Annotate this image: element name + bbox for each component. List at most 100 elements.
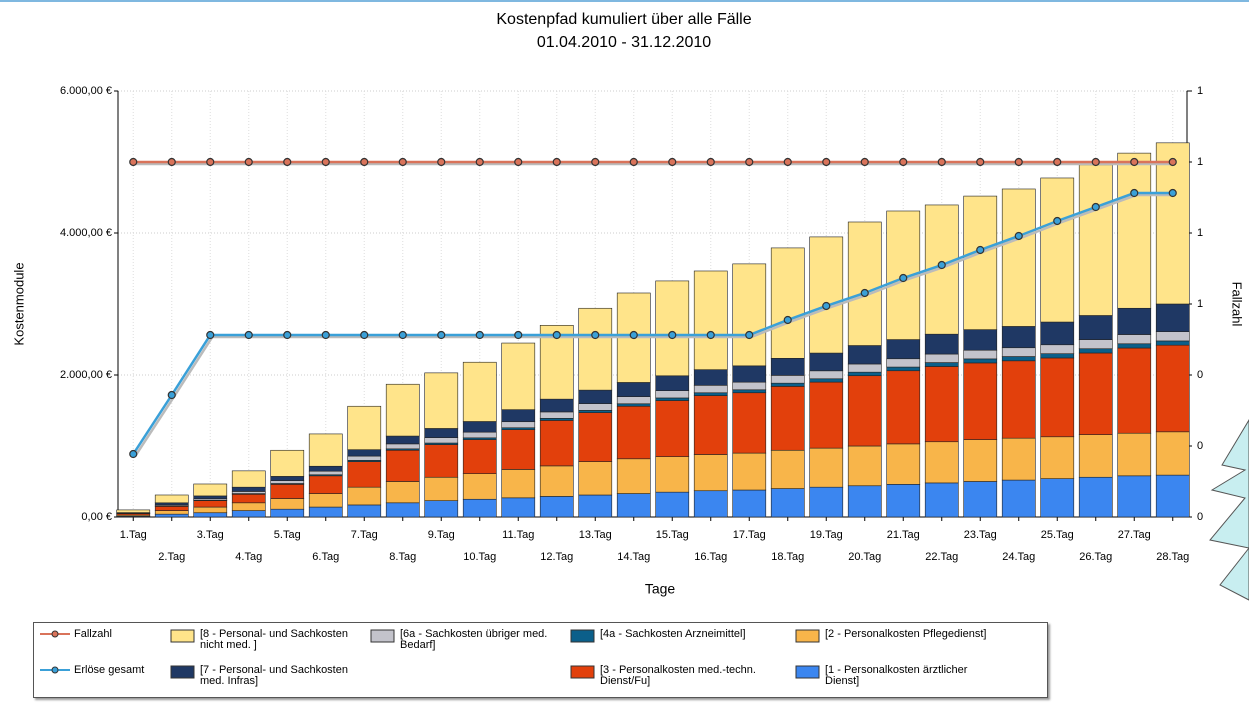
line-marker bbox=[1169, 159, 1176, 166]
line-marker bbox=[284, 159, 291, 166]
y2-tick-label: 1 bbox=[1197, 298, 1203, 310]
y-tick-label: 6.000,00 € bbox=[60, 85, 112, 97]
bar-segment bbox=[1002, 348, 1035, 357]
bar-segment bbox=[1156, 475, 1189, 517]
bar-segment bbox=[1118, 433, 1151, 476]
legend-label: [2 - Personalkosten Pflegedienst] bbox=[825, 629, 995, 640]
bar-segment bbox=[579, 404, 612, 411]
bar-segment bbox=[309, 434, 342, 466]
bar-segment bbox=[425, 477, 458, 500]
bar-segment bbox=[1118, 308, 1151, 334]
legend-swatch bbox=[795, 629, 821, 643]
x-tick-label: 27.Tag bbox=[1118, 529, 1151, 541]
line-marker bbox=[900, 275, 907, 282]
y2-tick-label: 1 bbox=[1197, 85, 1203, 97]
legend-label: Erlöse gesamt bbox=[74, 665, 164, 676]
bar-segment bbox=[386, 482, 419, 503]
line-marker bbox=[630, 159, 637, 166]
line-marker bbox=[245, 332, 252, 339]
line-marker bbox=[284, 332, 291, 339]
x-tick-label: 12.Tag bbox=[540, 551, 573, 563]
legend-swatch bbox=[170, 629, 196, 643]
bar-segment bbox=[194, 484, 227, 496]
bar-segment bbox=[309, 471, 342, 475]
bar-segment bbox=[579, 462, 612, 495]
line-marker bbox=[322, 159, 329, 166]
bar-segment bbox=[1002, 326, 1035, 347]
bar-segment bbox=[1079, 435, 1112, 478]
bar-segment bbox=[540, 496, 573, 517]
bar-segment bbox=[425, 501, 458, 517]
y2-tick-label: 0 bbox=[1197, 440, 1203, 452]
bar-segment bbox=[155, 511, 188, 515]
x-axis-label: Tage bbox=[645, 581, 676, 597]
x-tick-label: 10.Tag bbox=[463, 551, 496, 563]
bar-segment bbox=[579, 413, 612, 462]
line-marker bbox=[900, 159, 907, 166]
bar-segment bbox=[964, 482, 997, 518]
bar-segment bbox=[694, 393, 727, 396]
legend-swatch bbox=[40, 665, 70, 675]
legend-item: [7 - Personal- und Sachkosten med. Infra… bbox=[170, 665, 370, 701]
legend-rect bbox=[171, 666, 194, 678]
line-marker bbox=[438, 332, 445, 339]
x-tick-label: 28.Tag bbox=[1156, 551, 1189, 563]
bar-segment bbox=[309, 466, 342, 471]
line-marker bbox=[746, 159, 753, 166]
bar-segment bbox=[733, 390, 766, 393]
line-marker bbox=[130, 159, 137, 166]
bar-segment bbox=[1079, 353, 1112, 435]
bar-segment bbox=[848, 446, 881, 486]
line-marker bbox=[669, 159, 676, 166]
legend-label: Fallzahl bbox=[74, 629, 164, 640]
bar-segment bbox=[463, 440, 496, 474]
bar-segment bbox=[964, 359, 997, 363]
x-tick-label: 9.Tag bbox=[428, 529, 455, 541]
x-tick-label: 21.Tag bbox=[887, 529, 920, 541]
bar-segment bbox=[425, 428, 458, 437]
line-marker bbox=[515, 159, 522, 166]
line-marker bbox=[938, 159, 945, 166]
legend-item: [6a - Sachkosten übriger med. Bedarf] bbox=[370, 629, 570, 665]
bar-segment bbox=[117, 510, 150, 513]
bar-segment bbox=[463, 499, 496, 517]
bar-segment bbox=[694, 491, 727, 517]
line-marker bbox=[746, 332, 753, 339]
bar-segment bbox=[194, 501, 227, 507]
legend-rect bbox=[796, 666, 819, 678]
x-tick-label: 22.Tag bbox=[925, 551, 958, 563]
line-marker bbox=[592, 332, 599, 339]
legend-rect bbox=[571, 666, 594, 678]
bar-segment bbox=[1118, 344, 1151, 348]
line-marker bbox=[1131, 190, 1138, 197]
chart-title: Kostenpfad kumuliert über alle Fälle bbox=[496, 11, 751, 28]
bar-segment bbox=[964, 350, 997, 359]
bar-segment bbox=[1156, 332, 1189, 341]
x-tick-label: 2.Tag bbox=[158, 551, 185, 563]
bar-segment bbox=[617, 459, 650, 494]
x-tick-label: 6.Tag bbox=[312, 551, 339, 563]
y2-tick-label: 1 bbox=[1197, 156, 1203, 168]
bar-segment bbox=[348, 450, 381, 456]
x-tick-label: 14.Tag bbox=[617, 551, 650, 563]
bar-segment bbox=[656, 457, 689, 493]
bar-segment bbox=[463, 362, 496, 421]
bar-segment bbox=[1156, 143, 1189, 304]
bar-segment bbox=[540, 418, 573, 420]
line-marker bbox=[1015, 232, 1022, 239]
bar-segment bbox=[271, 450, 304, 476]
legend-item: [3 - Personalkosten med.-techn. Dienst/F… bbox=[570, 665, 795, 701]
bar-segment bbox=[964, 440, 997, 482]
bar-segment bbox=[771, 358, 804, 375]
bar-segment bbox=[1156, 345, 1189, 432]
bar-segment bbox=[733, 264, 766, 366]
bar-segment bbox=[733, 453, 766, 490]
line-marker bbox=[399, 159, 406, 166]
line-marker bbox=[515, 332, 522, 339]
legend-item: [4a - Sachkosten Arzneimittel] bbox=[570, 629, 795, 665]
bar-segment bbox=[810, 379, 843, 382]
legend-label: [6a - Sachkosten übriger med. Bedarf] bbox=[400, 629, 570, 651]
bar-segment bbox=[502, 343, 535, 410]
x-tick-label: 4.Tag bbox=[235, 551, 262, 563]
